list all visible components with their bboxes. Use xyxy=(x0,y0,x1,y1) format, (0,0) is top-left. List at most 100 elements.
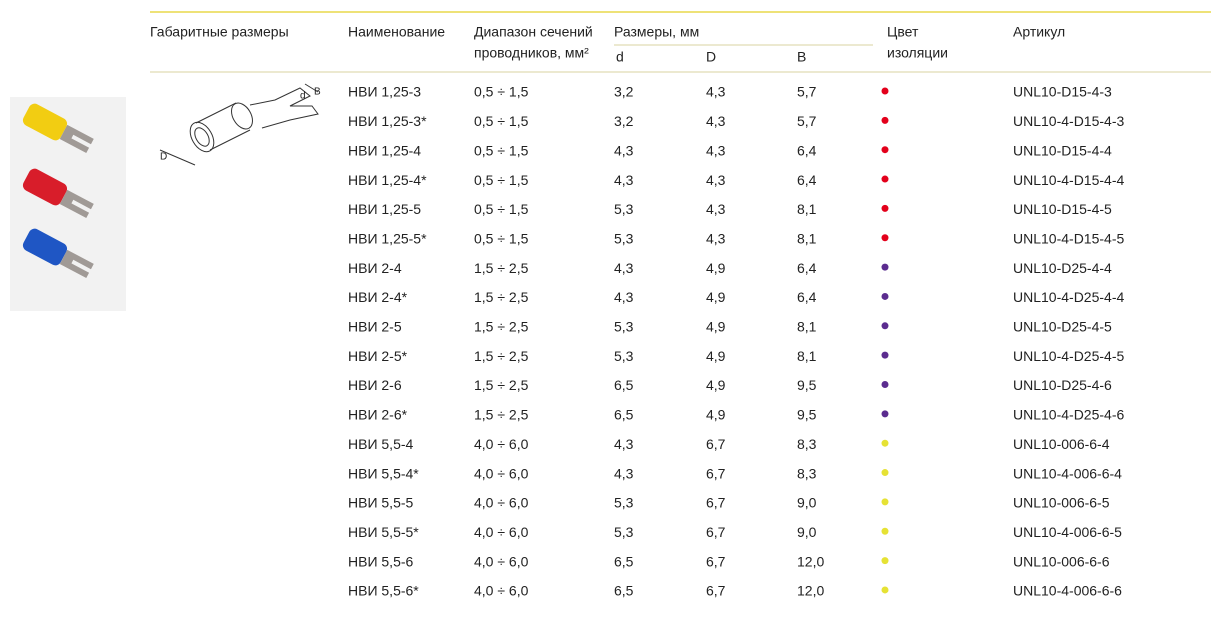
table-cell: 0,5 ÷ 1,5 xyxy=(474,113,529,129)
table-cell: 5,3 xyxy=(614,201,634,217)
table-cell: 9,5 xyxy=(797,407,817,423)
table-cell: 1,5 ÷ 2,5 xyxy=(474,289,529,305)
color-dot xyxy=(882,234,889,241)
table-cell: 0,5 ÷ 1,5 xyxy=(474,201,529,217)
table-cell: 4,0 ÷ 6,0 xyxy=(474,524,529,540)
table-cell: UNL10-D15-4-3 xyxy=(1013,84,1112,100)
table-cell: 5,3 xyxy=(614,230,634,246)
table-cell: 4,0 ÷ 6,0 xyxy=(474,465,529,481)
table-cell: 9,5 xyxy=(797,377,817,393)
table-cell: UNL10-4-D15-4-5 xyxy=(1013,230,1124,246)
table-cell: 4,3 xyxy=(706,113,726,129)
table-cell: 6,7 xyxy=(706,553,726,569)
table-cell: НВИ 5,5-5* xyxy=(348,524,419,540)
table-cell: UNL10-D15-4-4 xyxy=(1013,142,1112,158)
table-cell: НВИ 2-4* xyxy=(348,289,408,305)
table-cell: 9,0 xyxy=(797,524,817,540)
table-cell: 0,5 ÷ 1,5 xyxy=(474,142,529,158)
header-cell: B xyxy=(797,49,806,65)
table-cell: 5,3 xyxy=(614,319,634,335)
table-cell: НВИ 5,5-4 xyxy=(348,436,414,452)
table-cell: 8,3 xyxy=(797,436,817,452)
table-cell: НВИ 2-6* xyxy=(348,407,408,423)
table-cell: 6,5 xyxy=(614,407,634,423)
table-cell: НВИ 1,25-5 xyxy=(348,201,421,217)
table-cell: НВИ 5,5-4* xyxy=(348,465,419,481)
table-cell: 0,5 ÷ 1,5 xyxy=(474,84,529,100)
header-cell: Диапазон сечений xyxy=(474,24,593,40)
table-cell: НВИ 5,5-6 xyxy=(348,553,414,569)
table-cell: UNL10-D15-4-5 xyxy=(1013,201,1112,217)
table-cell: UNL10-006-6-4 xyxy=(1013,436,1110,452)
table-cell: 0,5 ÷ 1,5 xyxy=(474,230,529,246)
table-cell: 5,7 xyxy=(797,84,817,100)
table-cell: НВИ 1,25-5* xyxy=(348,230,427,246)
table-cell: UNL10-4-006-6-6 xyxy=(1013,583,1122,599)
table-cell: НВИ 2-6 xyxy=(348,377,402,393)
table-cell: UNL10-006-6-5 xyxy=(1013,495,1110,511)
table-cell: 12,0 xyxy=(797,583,824,599)
table-cell: 4,3 xyxy=(614,465,634,481)
header-cell: изоляции xyxy=(887,45,948,61)
table-cell: 6,7 xyxy=(706,583,726,599)
table-cell: 4,3 xyxy=(706,172,726,188)
table-cell: UNL10-D25-4-6 xyxy=(1013,377,1112,393)
table-cell: 4,3 xyxy=(706,142,726,158)
table-cell: НВИ 2-4 xyxy=(348,260,402,276)
table-cell: 1,5 ÷ 2,5 xyxy=(474,348,529,364)
table-cell: 4,3 xyxy=(614,260,634,276)
table-cell: 4,0 ÷ 6,0 xyxy=(474,436,529,452)
header: Габаритные размеры Наименование Диапазон… xyxy=(150,24,1065,65)
table-cell: 8,3 xyxy=(797,465,817,481)
table-cell: 8,1 xyxy=(797,230,817,246)
product-photo xyxy=(10,97,126,311)
body: Габаритные размеры Наименование Диапазон… xyxy=(0,0,1211,619)
color-dot xyxy=(882,586,889,593)
table-cell: 6,7 xyxy=(706,465,726,481)
color-dot xyxy=(882,381,889,388)
header-cell: проводников, мм² xyxy=(474,45,589,61)
table-cell: 4,3 xyxy=(614,289,634,305)
color-dot xyxy=(882,176,889,183)
table-cell: 4,3 xyxy=(614,172,634,188)
color-dot xyxy=(882,146,889,153)
color-dot xyxy=(882,498,889,505)
table-cell: UNL10-4-006-6-5 xyxy=(1013,524,1122,540)
table-cell: 4,3 xyxy=(706,230,726,246)
table-cell: 5,3 xyxy=(614,348,634,364)
table-cell: 6,4 xyxy=(797,260,817,276)
color-dot xyxy=(882,528,889,535)
drawing-label: D xyxy=(160,152,167,163)
table-cell: UNL10-006-6-6 xyxy=(1013,553,1110,569)
table-cell: НВИ 2-5 xyxy=(348,319,402,335)
sheet: Габаритные размеры Наименование Диапазон… xyxy=(0,0,1211,614)
table-cell: 6,7 xyxy=(706,495,726,511)
header-cell: Цвет xyxy=(887,24,919,40)
header-cell: d xyxy=(616,49,624,65)
table-cell: 4,3 xyxy=(706,84,726,100)
table-cell: 4,9 xyxy=(706,289,726,305)
table-cell: 4,9 xyxy=(706,260,726,276)
color-dot xyxy=(882,264,889,271)
table-cell: 1,5 ÷ 2,5 xyxy=(474,260,529,276)
table-cell: 6,5 xyxy=(614,583,634,599)
table-cell: 3,2 xyxy=(614,113,634,129)
table-cell: 8,1 xyxy=(797,319,817,335)
table-cell: 6,4 xyxy=(797,289,817,305)
table-cell: 6,4 xyxy=(797,172,817,188)
table-cell: 5,3 xyxy=(614,524,634,540)
table-cell: НВИ 5,5-6* xyxy=(348,583,419,599)
table-cell: UNL10-4-D25-4-6 xyxy=(1013,407,1124,423)
color-dot xyxy=(882,322,889,329)
table-cell: 4,0 ÷ 6,0 xyxy=(474,553,529,569)
color-dot xyxy=(882,440,889,447)
table-cell: 4,9 xyxy=(706,407,726,423)
color-dot xyxy=(882,410,889,417)
table-cell: UNL10-4-D15-4-3 xyxy=(1013,113,1124,129)
table-cell: 4,9 xyxy=(706,348,726,364)
table-cell: UNL10-D25-4-5 xyxy=(1013,319,1112,335)
header-cell: Размеры, мм xyxy=(614,24,699,40)
color-dot xyxy=(882,293,889,300)
table-cell: 4,9 xyxy=(706,319,726,335)
